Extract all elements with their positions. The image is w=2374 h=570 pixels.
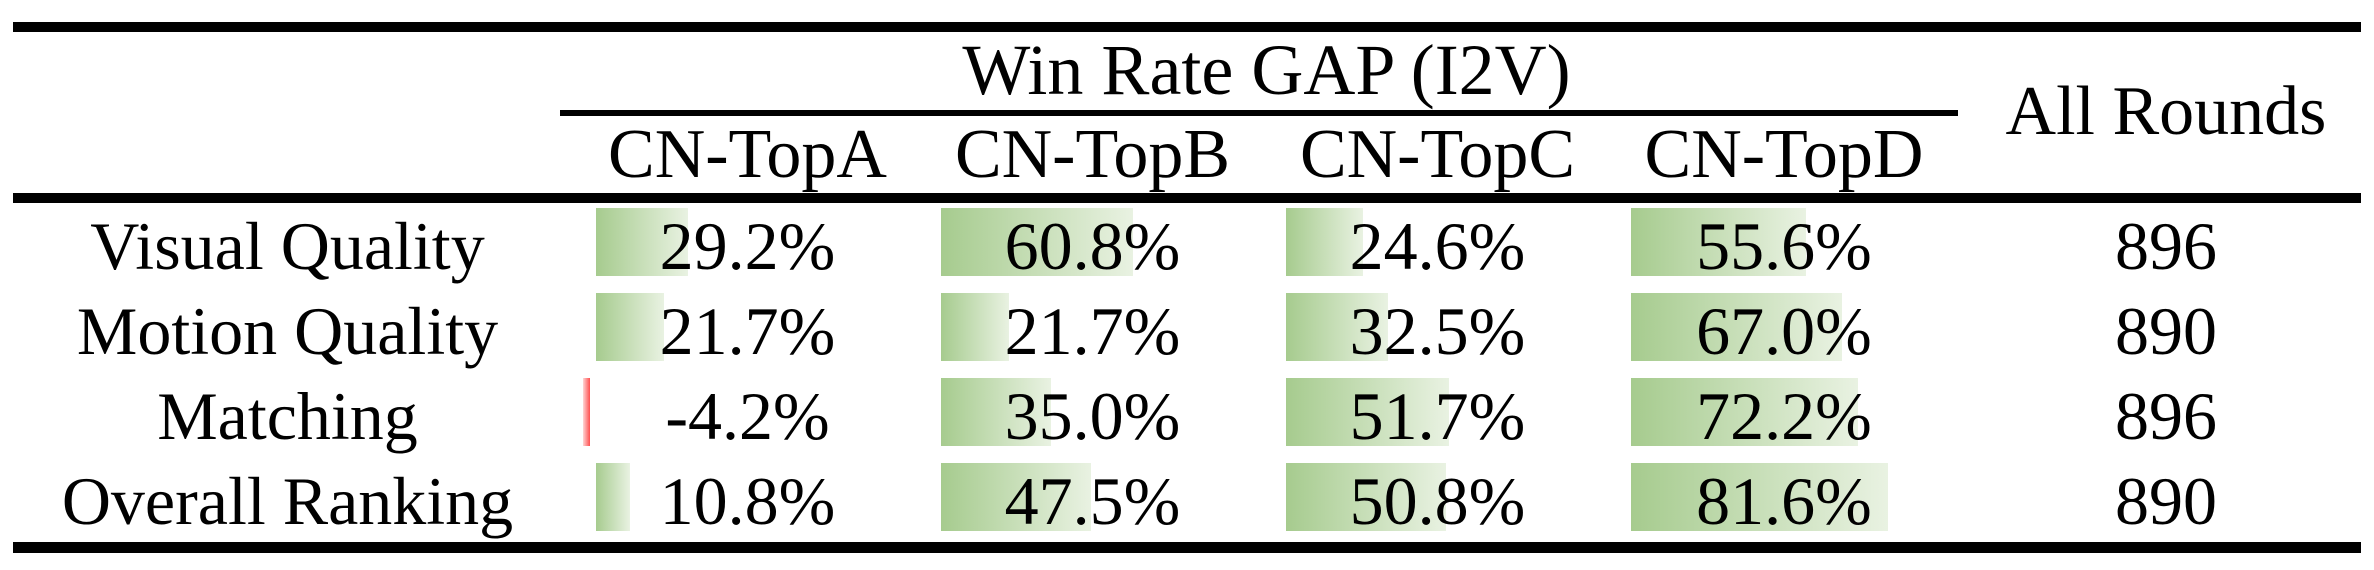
positive-data-bar <box>596 293 665 361</box>
win-rate-value: 10.8% <box>659 463 836 539</box>
all-rounds-value: 890 <box>2115 293 2217 369</box>
win-rate-value: 35.0% <box>1004 378 1181 454</box>
win-rate-value: 72.2% <box>1696 378 1872 454</box>
win-rate-value: 47.5% <box>1004 463 1181 539</box>
win-rate-cell: 21.7% <box>575 289 920 374</box>
win-rate-value: 21.7% <box>1004 293 1181 369</box>
win-rate-value: 29.2% <box>659 208 836 284</box>
win-rate-cell: 81.6% <box>1610 459 1958 544</box>
table-bottom-rule <box>13 542 2361 553</box>
positive-data-bar <box>596 463 631 531</box>
positive-data-bar <box>1631 378 1859 446</box>
win-rate-value: 50.8% <box>1349 463 1526 539</box>
positive-data-bar <box>1631 208 1807 276</box>
table-row: Overall Ranking 10.8% 47.5% 50.8% 81.6% 890 <box>0 459 2374 544</box>
table-title: Win Rate GAP (I2V) <box>962 29 1571 110</box>
win-rate-value: 81.6% <box>1696 463 1872 539</box>
positive-data-bar <box>1286 378 1449 446</box>
row-label: Visual Quality <box>90 208 485 284</box>
column-header-cn-topd: CN-TopD <box>1644 116 1924 193</box>
win-rate-value: 60.8% <box>1004 208 1181 284</box>
table-row: Matching -4.2% 35.0% 51.7% 72.2% 896 <box>0 374 2374 459</box>
positive-data-bar <box>1286 208 1364 276</box>
win-rate-cell: 32.5% <box>1265 289 1610 374</box>
win-rate-value: 51.7% <box>1349 378 1526 454</box>
positive-data-bar <box>1631 463 1889 531</box>
win-rate-cell: 72.2% <box>1610 374 1958 459</box>
all-rounds-value: 890 <box>2115 463 2217 539</box>
positive-data-bar <box>941 378 1052 446</box>
win-rate-cell: 51.7% <box>1265 374 1610 459</box>
win-rate-cell: 35.0% <box>920 374 1265 459</box>
title-underline-rule <box>560 110 1958 116</box>
win-rate-value: 67.0% <box>1696 293 1872 369</box>
positive-data-bar <box>1286 463 1447 531</box>
row-label: Matching <box>157 378 418 454</box>
all-rounds-value: 896 <box>2115 208 2217 284</box>
positive-data-bar <box>941 463 1091 531</box>
win-rate-cell: 50.8% <box>1265 459 1610 544</box>
negative-data-bar <box>583 378 591 446</box>
column-header-cn-topb: CN-TopB <box>954 116 1231 193</box>
win-rate-cell: 24.6% <box>1265 204 1610 289</box>
table-row: Visual Quality 29.2% 60.8% 24.6% 55.6% 896 <box>0 204 2374 289</box>
header-separator-rule <box>13 193 2361 203</box>
column-header-cn-topa: CN-TopA <box>608 116 887 193</box>
win-rate-value: 32.5% <box>1349 293 1526 369</box>
win-rate-value: -4.2% <box>665 378 830 454</box>
win-rate-cell: 29.2% <box>575 204 920 289</box>
win-rate-value: 55.6% <box>1696 208 1872 284</box>
positive-data-bar <box>941 293 1010 361</box>
column-header-cn-topc: CN-TopC <box>1299 116 1576 193</box>
positive-data-bar <box>941 208 1133 276</box>
row-label: Motion Quality <box>76 293 499 369</box>
table-row: Motion Quality 21.7% 21.7% 32.5% 67.0% 890 <box>0 289 2374 374</box>
win-rate-cell: 21.7% <box>920 289 1265 374</box>
win-rate-cell: 55.6% <box>1610 204 1958 289</box>
all-rounds-column-header: All Rounds <box>2005 72 2327 150</box>
win-rate-value: 21.7% <box>659 293 836 369</box>
positive-data-bar <box>1631 293 1843 361</box>
win-rate-cell: -4.2% <box>575 374 920 459</box>
win-rate-value: 24.6% <box>1349 208 1526 284</box>
positive-data-bar <box>596 208 688 276</box>
win-rate-cell: 60.8% <box>920 204 1265 289</box>
row-label: Overall Ranking <box>61 463 514 539</box>
win-rate-cell: 67.0% <box>1610 289 1958 374</box>
positive-data-bar <box>1286 293 1389 361</box>
win-rate-cell: 47.5% <box>920 459 1265 544</box>
table-top-rule <box>13 22 2361 32</box>
win-rate-cell: 10.8% <box>575 459 920 544</box>
all-rounds-value: 896 <box>2115 378 2217 454</box>
